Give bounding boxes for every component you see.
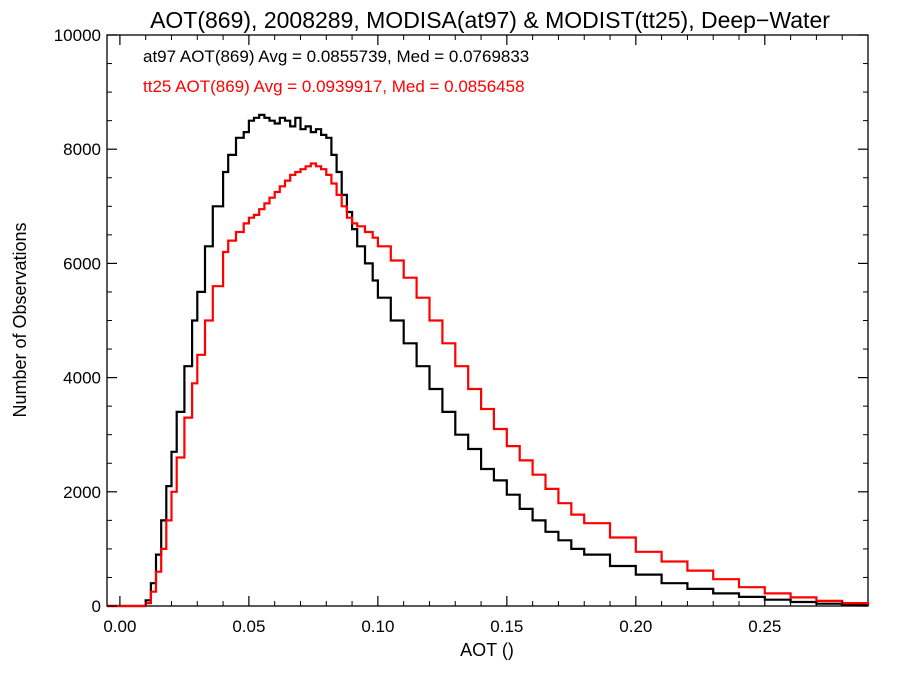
series-line-1 xyxy=(107,162,870,608)
series-layer xyxy=(107,113,870,608)
y-tick-label: 2000 xyxy=(63,483,101,502)
y-axis-label: Number of Observations xyxy=(10,222,30,417)
stat-annotation-at97: at97 AOT(869) Avg = 0.0855739, Med = 0.0… xyxy=(143,47,529,66)
x-tick-label: 0.20 xyxy=(619,617,652,636)
plot-area: 0.00 0.05 0.10 0.15 0.20 0.25 0 2000 4000 6000 80… xyxy=(54,26,870,636)
chart-title: AOT(869), 2008289, MODISA(at97) & MODIST… xyxy=(150,7,830,33)
x-axis-ticks: 0.00 0.05 0.10 0.15 0.20 0.25 xyxy=(103,35,843,636)
x-tick-label: 0.15 xyxy=(490,617,523,636)
stat-annotation-tt25: tt25 AOT(869) Avg = 0.0939917, Med = 0.0… xyxy=(143,77,525,96)
x-axis-label: AOT () xyxy=(460,640,514,660)
x-tick-label: 0.05 xyxy=(232,617,265,636)
x-tick-label: 0.10 xyxy=(361,617,394,636)
plot-frame xyxy=(106,34,869,607)
y-tick-label: 0 xyxy=(92,597,101,616)
y-axis-ticks: 0 2000 4000 6000 8000 10000 xyxy=(54,26,868,616)
y-tick-label: 6000 xyxy=(63,254,101,273)
y-tick-label: 8000 xyxy=(63,140,101,159)
x-tick-label: 0.00 xyxy=(103,617,136,636)
x-tick-label: 0.25 xyxy=(748,617,781,636)
y-tick-label: 10000 xyxy=(54,26,101,45)
series-line-0 xyxy=(107,113,870,608)
y-tick-label: 4000 xyxy=(63,369,101,388)
